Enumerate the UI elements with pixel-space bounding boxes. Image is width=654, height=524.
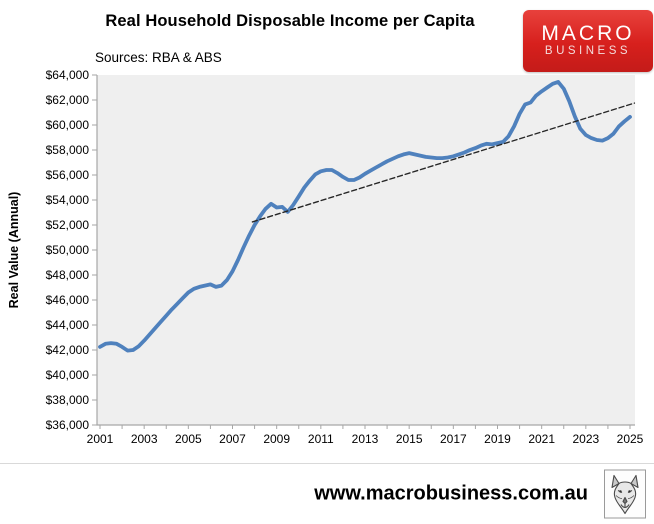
- x-tick-label: 2009: [263, 432, 290, 446]
- income-line: [98, 80, 632, 353]
- logo-business-text: BUSINESS: [544, 45, 632, 58]
- axes: [96, 75, 635, 426]
- x-tick-label: 2011: [308, 432, 334, 446]
- y-tick-label: $44,000: [46, 318, 90, 332]
- x-tick-label: 2003: [131, 432, 158, 446]
- y-tick-label: $60,000: [46, 118, 90, 132]
- y-tick-label: $46,000: [46, 293, 90, 307]
- footer: www.macrobusiness.com.au: [0, 463, 654, 524]
- y-tick-label: $56,000: [46, 168, 90, 182]
- y-tick-label: $58,000: [46, 143, 90, 157]
- plot-area: [97, 75, 635, 425]
- logo-macro-text: MACRO: [541, 22, 635, 46]
- y-tick-label: $36,000: [46, 418, 90, 432]
- x-tick-label: 2013: [352, 432, 379, 446]
- x-tick-label: 2017: [440, 432, 467, 446]
- x-tick-label: 2007: [219, 432, 246, 446]
- x-tick-label: 2021: [528, 432, 555, 446]
- y-tick-label: $42,000: [46, 343, 90, 357]
- chart-plot: $36,000 $38,000 $40,000 $42,000 $44,000 $46,0…: [46, 68, 644, 446]
- chart-title: Real Household Disposable Income per Cap…: [105, 12, 475, 30]
- y-tick-label: $48,000: [46, 268, 90, 282]
- y-tick-label: $62,000: [46, 93, 90, 107]
- x-tick-label: 2023: [572, 432, 599, 446]
- y-tick-label: $52,000: [46, 218, 90, 232]
- y-tick-label: $54,000: [46, 193, 90, 207]
- x-tick-label: 2015: [396, 432, 423, 446]
- y-tick-label: $38,000: [46, 393, 90, 407]
- y-tick-label: $40,000: [46, 368, 90, 382]
- trend-line: [251, 102, 636, 223]
- wolf-logo-icon: [604, 469, 646, 519]
- x-tick-label: 2001: [87, 432, 114, 446]
- y-tick-label: $50,000: [46, 243, 90, 257]
- macrobusiness-logo: MACRO BUSINESS: [523, 10, 653, 72]
- footer-url: www.macrobusiness.com.au: [314, 482, 588, 505]
- x-tick-label: 2005: [175, 432, 202, 446]
- x-tick-label: 2025: [617, 432, 644, 446]
- x-tick-label: 2019: [484, 432, 511, 446]
- chart-subtitle: Sources: RBA & ABS: [95, 50, 222, 65]
- y-tick-label: $64,000: [46, 68, 90, 82]
